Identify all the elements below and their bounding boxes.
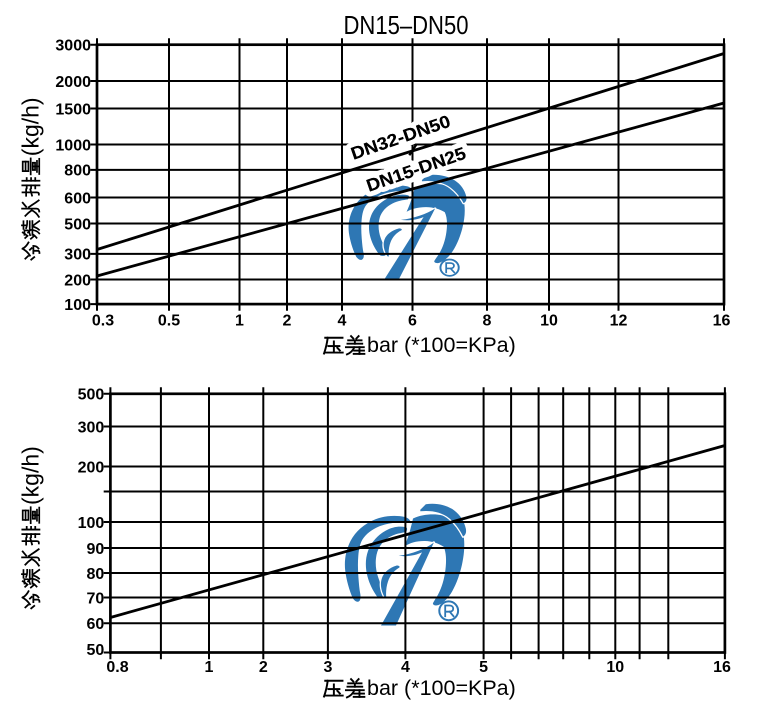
svg-text:300: 300 xyxy=(78,419,105,436)
svg-text:2: 2 xyxy=(283,313,292,330)
svg-text:1000: 1000 xyxy=(55,137,91,154)
svg-text:10: 10 xyxy=(606,659,624,676)
svg-text:60: 60 xyxy=(87,616,105,633)
svg-text:10: 10 xyxy=(540,313,558,330)
svg-text:800: 800 xyxy=(64,163,91,180)
svg-text:4: 4 xyxy=(338,313,347,330)
svg-text:2000: 2000 xyxy=(55,74,91,91)
svg-text:600: 600 xyxy=(64,190,91,207)
svg-text:300: 300 xyxy=(64,247,91,264)
svg-text:500: 500 xyxy=(78,387,105,404)
svg-text:bar (*100=KPa): bar (*100=KPa) xyxy=(367,333,516,357)
svg-text:16: 16 xyxy=(713,313,731,330)
svg-text:80: 80 xyxy=(87,566,105,583)
svg-text:1500: 1500 xyxy=(55,101,91,118)
svg-text:8: 8 xyxy=(483,313,492,330)
svg-text:50: 50 xyxy=(87,642,105,659)
svg-text:12: 12 xyxy=(610,313,628,330)
svg-text:200: 200 xyxy=(78,459,105,476)
svg-text:3: 3 xyxy=(323,659,332,676)
svg-text:90: 90 xyxy=(87,541,105,558)
svg-text:70: 70 xyxy=(87,590,105,607)
svg-text:500: 500 xyxy=(64,216,91,233)
svg-text:0.8: 0.8 xyxy=(106,659,128,676)
svg-text:100: 100 xyxy=(78,515,105,532)
svg-text:DN15–DN50: DN15–DN50 xyxy=(344,10,469,40)
svg-text:1: 1 xyxy=(235,313,244,330)
svg-text:(kg/h): (kg/h) xyxy=(17,97,43,156)
svg-text:(kg/h): (kg/h) xyxy=(17,446,43,505)
svg-text:0.3: 0.3 xyxy=(92,313,114,330)
svg-text:0.5: 0.5 xyxy=(158,313,180,330)
svg-text:2: 2 xyxy=(259,659,268,676)
svg-text:bar (*100=KPa): bar (*100=KPa) xyxy=(367,676,516,700)
svg-text:4: 4 xyxy=(401,659,410,676)
svg-text:3000: 3000 xyxy=(55,38,91,55)
svg-text:16: 16 xyxy=(713,659,731,676)
svg-text:100: 100 xyxy=(64,297,91,314)
svg-text:5: 5 xyxy=(479,659,488,676)
svg-text:6: 6 xyxy=(408,313,417,330)
svg-text:200: 200 xyxy=(64,272,91,289)
svg-text:1: 1 xyxy=(205,659,214,676)
